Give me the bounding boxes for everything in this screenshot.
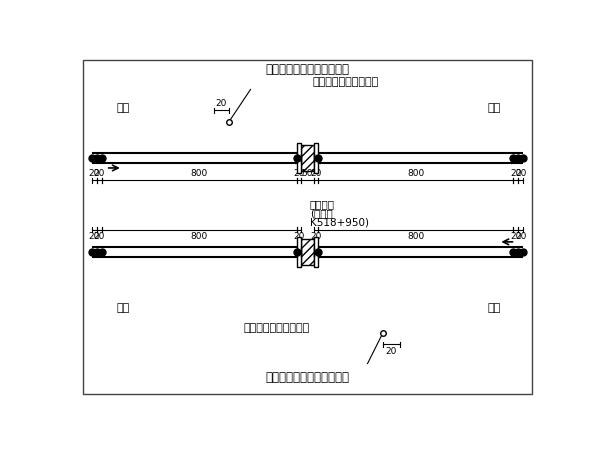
Text: 20: 20 (386, 346, 397, 356)
Text: K518+950): K518+950) (310, 218, 369, 228)
Bar (301, 145, 314, 171)
Text: 20: 20 (293, 169, 305, 178)
Text: 显示停车手信号的防护人员: 显示停车手信号的防护人员 (265, 370, 349, 383)
Text: 20: 20 (89, 169, 100, 178)
Text: 800: 800 (190, 232, 208, 241)
Text: 20: 20 (94, 169, 105, 178)
Bar (314, 237, 319, 266)
Text: 20: 20 (515, 232, 526, 241)
Bar (301, 239, 314, 265)
Text: 哨墩: 哨墩 (116, 103, 130, 113)
Text: 800: 800 (407, 169, 425, 178)
Text: 哨墩: 哨墩 (488, 303, 501, 313)
Text: 20: 20 (94, 232, 105, 241)
Bar (296, 237, 301, 266)
Text: 20: 20 (310, 169, 322, 178)
Text: 20: 20 (310, 232, 322, 241)
Text: 800: 800 (190, 169, 208, 178)
Text: 20: 20 (89, 232, 100, 241)
Bar (314, 143, 319, 173)
Text: 20: 20 (510, 232, 521, 241)
Text: (沪昆线: (沪昆线 (310, 208, 332, 218)
Text: 50: 50 (302, 169, 313, 178)
Text: 800: 800 (407, 232, 425, 241)
Text: 移动停车信号牌（灯）: 移动停车信号牌（灯） (244, 324, 310, 333)
Text: 20: 20 (510, 169, 521, 178)
Text: 施工地点: 施工地点 (310, 199, 335, 209)
Text: 20: 20 (215, 99, 227, 108)
Text: 移动停车信号牌（灯）: 移动停车信号牌（灯） (313, 77, 379, 87)
Text: 哨墩: 哨墩 (116, 303, 130, 313)
Text: 20: 20 (515, 169, 526, 178)
Text: 20: 20 (293, 232, 305, 241)
Bar (296, 143, 301, 173)
Text: 哨墩: 哨墩 (488, 103, 501, 113)
Text: 显示停车手信号的防护人员: 显示停车手信号的防护人员 (265, 63, 349, 76)
